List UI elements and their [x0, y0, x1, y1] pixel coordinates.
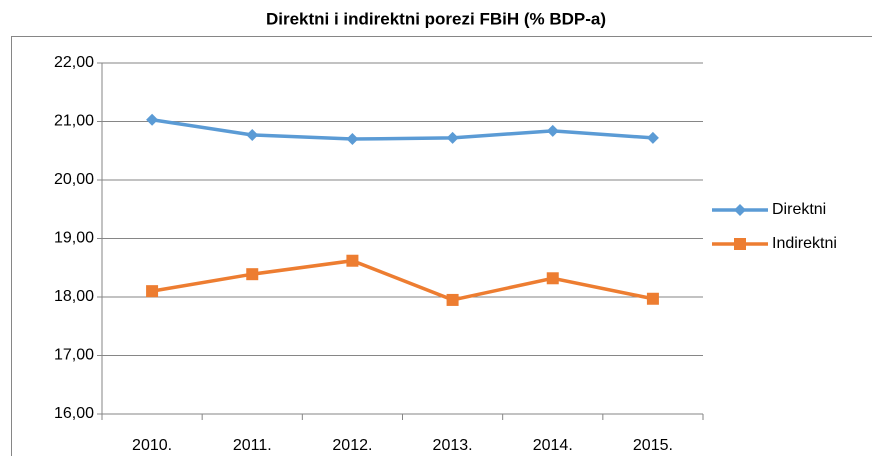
point	[546, 124, 559, 137]
x-tick-label: 2013.	[433, 437, 473, 454]
x-tick-label: 2012.	[332, 437, 372, 454]
chart-title: Direktni i indirektni porezi FBiH (% BDP…	[266, 9, 606, 28]
point	[546, 272, 559, 285]
series-line	[151, 258, 654, 302]
y-tick-label: 20,00	[54, 171, 94, 188]
point	[146, 113, 159, 126]
y-tick-label: 18,00	[54, 288, 94, 305]
point	[446, 293, 459, 306]
x-tick-label: 2011.	[233, 437, 272, 454]
chart-border	[11, 36, 872, 456]
point	[346, 254, 359, 267]
y-tick-label: 21,00	[54, 113, 94, 130]
point	[346, 133, 359, 146]
point	[734, 238, 746, 250]
point	[246, 268, 259, 281]
y-tick-label: 16,00	[54, 405, 94, 422]
legend-label: Direktni	[772, 201, 826, 218]
point	[446, 131, 459, 144]
y-tick-label: 17,00	[54, 347, 94, 364]
point	[734, 204, 746, 216]
x-tick-label: 2015.	[633, 437, 673, 454]
y-tick-label: 22,00	[54, 54, 94, 71]
series-line	[151, 118, 654, 141]
point	[646, 131, 659, 144]
x-tick-label: 2010.	[132, 437, 172, 454]
y-tick-label: 19,00	[54, 230, 94, 247]
point	[146, 285, 159, 298]
point	[246, 128, 259, 141]
x-tick-label: 2014.	[533, 437, 573, 454]
legend-label: Indirektni	[772, 235, 837, 252]
point	[646, 292, 659, 305]
